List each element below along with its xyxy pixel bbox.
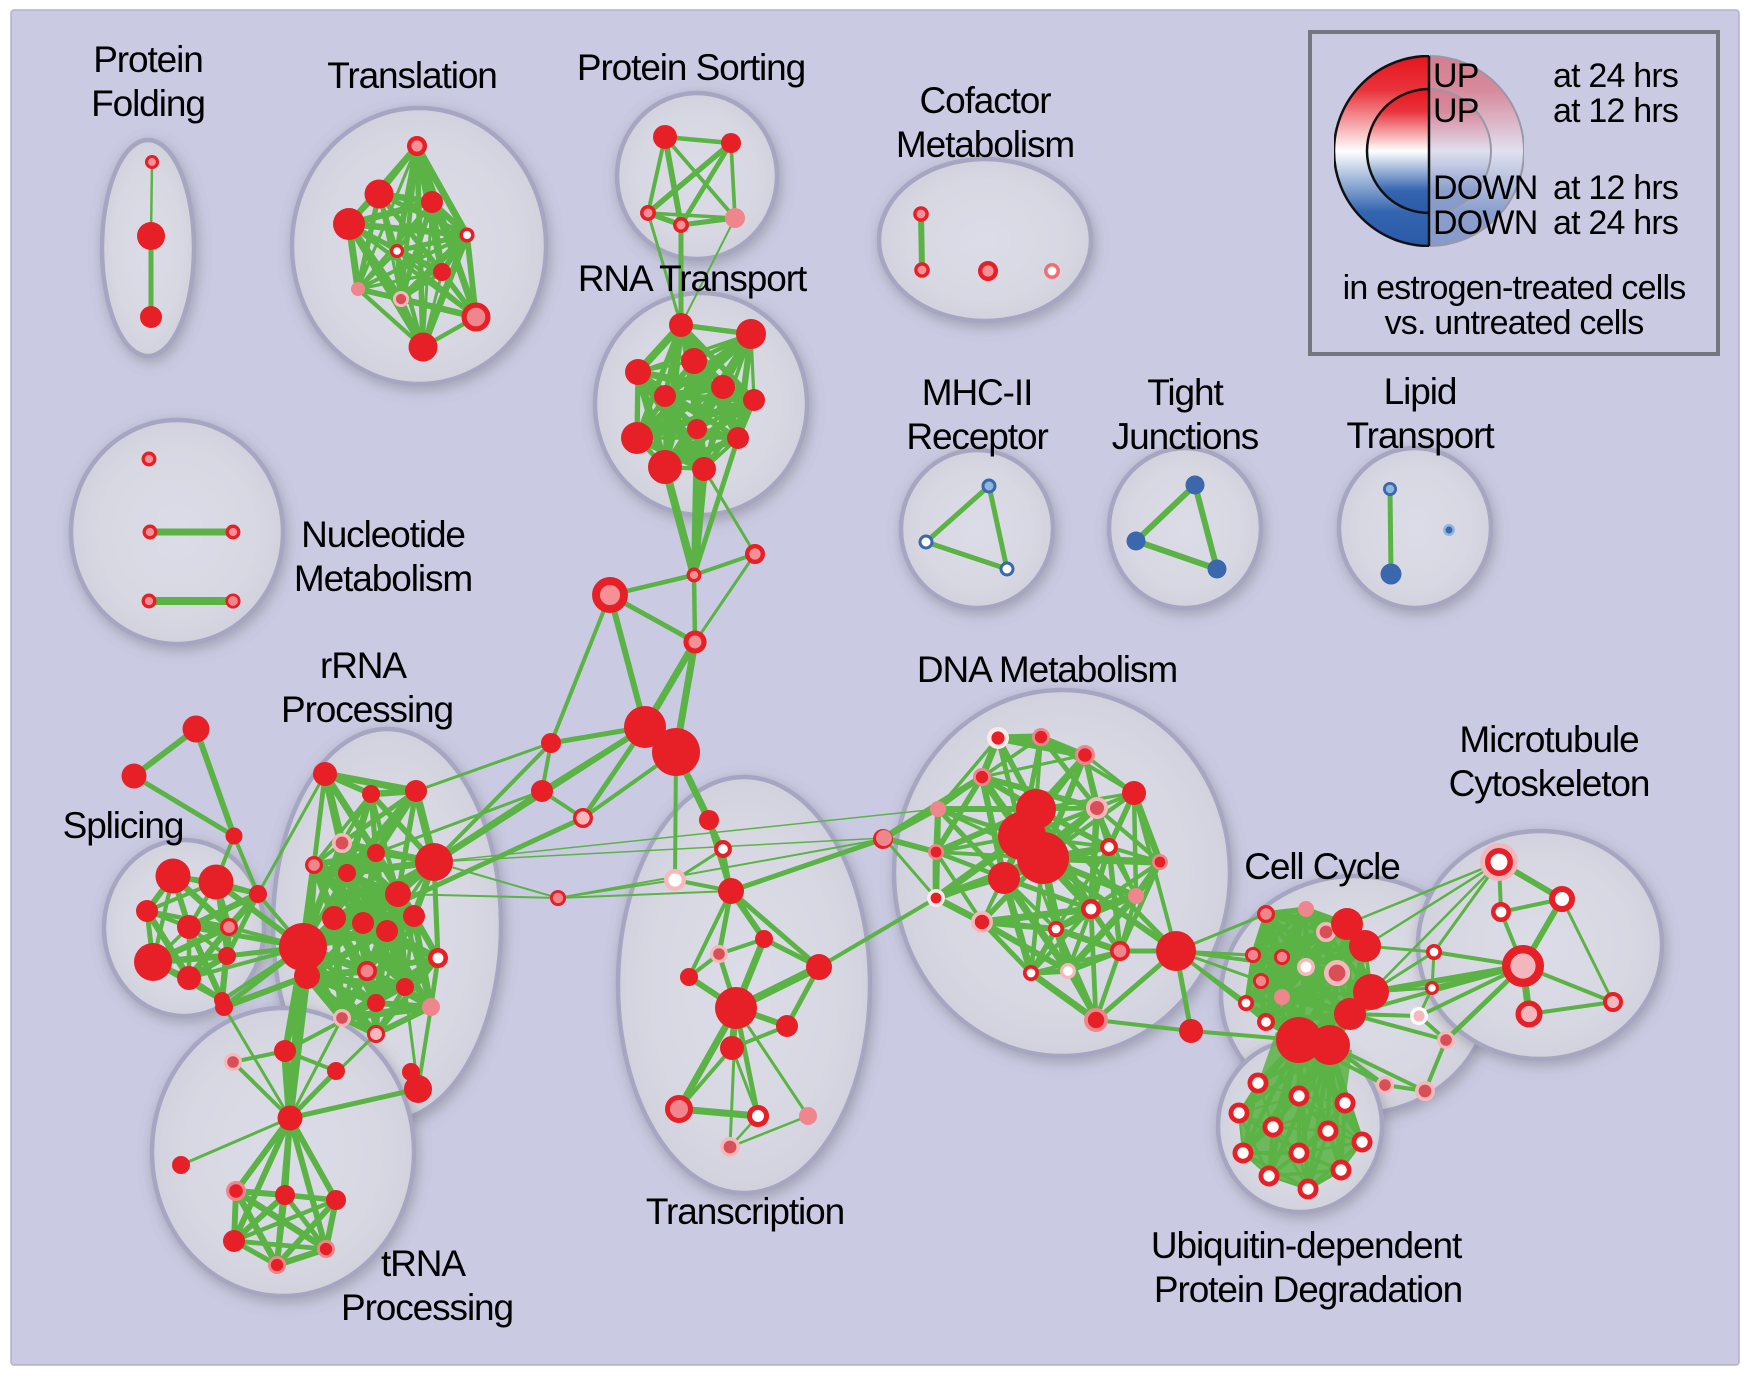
svg-text:Ubiquitin-dependent: Ubiquitin-dependent (1151, 1225, 1463, 1266)
svg-text:at 12 hrs: at 12 hrs (1553, 169, 1678, 207)
svg-text:Transcription: Transcription (646, 1191, 844, 1232)
svg-text:Splicing: Splicing (63, 805, 184, 846)
svg-text:RNA Transport: RNA Transport (578, 258, 808, 299)
svg-text:Receptor: Receptor (906, 416, 1048, 457)
svg-text:Folding: Folding (91, 83, 205, 124)
svg-text:UP: UP (1433, 57, 1479, 95)
svg-text:in estrogen-treated cells: in estrogen-treated cells (1343, 269, 1686, 307)
svg-text:Protein: Protein (93, 39, 203, 80)
svg-text:Metabolism: Metabolism (294, 558, 472, 599)
svg-text:Junctions: Junctions (1112, 416, 1259, 457)
svg-text:rRNA: rRNA (320, 645, 407, 686)
svg-text:Transport: Transport (1346, 415, 1495, 456)
svg-text:MHC-II: MHC-II (922, 372, 1033, 413)
svg-text:DOWN: DOWN (1433, 169, 1537, 207)
svg-text:at 24 hrs: at 24 hrs (1553, 204, 1678, 242)
svg-text:Cofactor: Cofactor (919, 80, 1051, 121)
svg-text:DNA Metabolism: DNA Metabolism (917, 649, 1177, 690)
svg-text:DOWN: DOWN (1433, 204, 1537, 242)
svg-text:at 24 hrs: at 24 hrs (1553, 57, 1678, 95)
svg-text:Processing: Processing (341, 1287, 513, 1328)
svg-text:Tight: Tight (1147, 372, 1224, 413)
svg-text:Protein Sorting: Protein Sorting (577, 47, 805, 88)
svg-text:Cell Cycle: Cell Cycle (1244, 846, 1400, 887)
svg-text:Microtubule: Microtubule (1459, 719, 1638, 760)
svg-text:Processing: Processing (281, 689, 453, 730)
svg-text:at 12 hrs: at 12 hrs (1553, 92, 1678, 130)
svg-text:tRNA: tRNA (381, 1243, 466, 1284)
svg-text:Cytoskeleton: Cytoskeleton (1449, 763, 1650, 804)
svg-text:Nucleotide: Nucleotide (301, 514, 465, 555)
svg-text:Lipid: Lipid (1384, 371, 1457, 412)
svg-text:UP: UP (1433, 92, 1479, 130)
svg-text:Translation: Translation (327, 55, 497, 96)
svg-text:vs. untreated cells: vs. untreated cells (1385, 304, 1644, 342)
svg-text:Metabolism: Metabolism (896, 124, 1074, 165)
svg-text:Protein Degradation: Protein Degradation (1154, 1269, 1462, 1310)
